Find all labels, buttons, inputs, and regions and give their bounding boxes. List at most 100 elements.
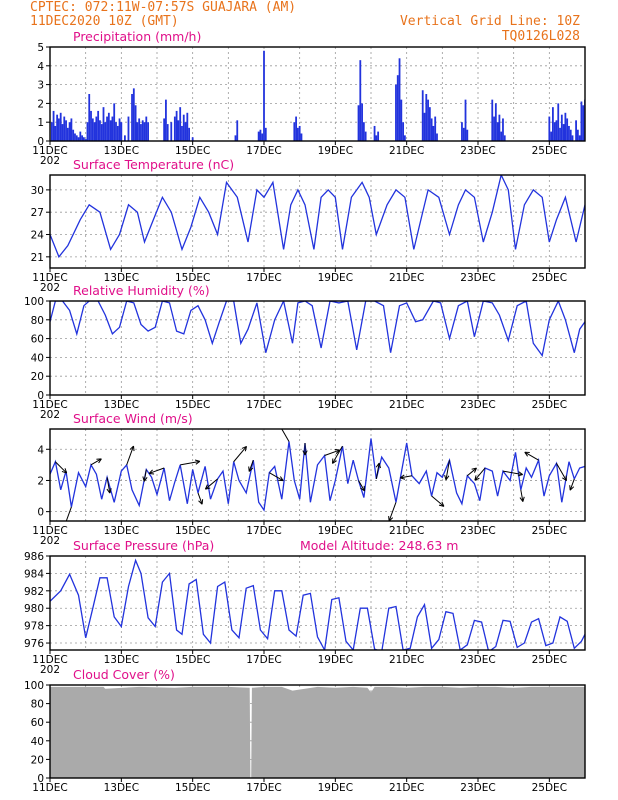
precip-bar [571, 135, 574, 141]
x-year-label: 202 [40, 409, 60, 421]
x-tick-label: 23DEC [460, 145, 495, 157]
y-tick-label: 0 [37, 390, 44, 402]
precip-bar [395, 84, 397, 141]
precip-bar [493, 116, 495, 141]
precip-bar [184, 122, 187, 141]
y-tick-label: 80 [31, 699, 44, 711]
y-tick-label: 40 [31, 736, 44, 748]
precip-bar [562, 124, 565, 141]
precip-bar [298, 125, 301, 141]
x-tick-label: 25DEC [532, 272, 567, 284]
series-wind [50, 429, 585, 521]
wind-arrow-head [517, 471, 523, 477]
precip-bar [559, 127, 561, 141]
panel-rh: 0 20 40 60 80 100 Relative Humidity (%) 11DEC 13… [24, 283, 586, 421]
precip-bar [79, 131, 82, 141]
x-tick-label: 13DEC [104, 654, 139, 666]
precip-bar [68, 122, 71, 141]
precip-bar [99, 120, 101, 141]
wind-arrow-shaft [445, 460, 450, 480]
precip-bar [494, 103, 497, 141]
y-tick-label: 24 [31, 230, 45, 242]
x-tick-label: 19DEC [318, 654, 353, 666]
y-tick-label: 980 [24, 603, 44, 615]
panel-pressure: 976 978 980 982 984 986 Surface Pressure (hPa)… [24, 538, 586, 676]
precip-bar [575, 120, 577, 141]
y-tick-label: 3 [37, 80, 44, 92]
panel-title-wind: Surface Wind (m/s) [73, 411, 193, 426]
precip-bar [74, 133, 76, 141]
precip-bar [496, 122, 499, 141]
wind-arrow-head [129, 445, 135, 452]
precip-bar [432, 125, 435, 141]
precip-bar [498, 114, 501, 141]
precip-bar [430, 118, 433, 141]
precip-bar [503, 135, 506, 141]
precip-bar [403, 135, 406, 141]
precip-bar [502, 118, 504, 141]
wind-arrow-shaft [54, 461, 68, 474]
precip-bar [131, 94, 133, 141]
x-tick-label: 13DEC [104, 782, 139, 794]
y-tick-label: 30 [31, 185, 44, 197]
x-tick-label: 23DEC [460, 782, 495, 794]
x-tick-label: 25DEC [532, 654, 567, 666]
wind-arrow-shaft [65, 506, 72, 521]
precip-bar [93, 122, 96, 141]
x-tick-label: 13DEC [104, 525, 139, 537]
wind-arrow-head [198, 499, 204, 505]
wind-arrow-shaft [556, 463, 567, 481]
precip-bar [100, 124, 103, 141]
precip-bar [163, 118, 166, 141]
precip-bar [175, 110, 178, 141]
panel-title-rh: Relative Humidity (%) [73, 283, 210, 298]
precip-bar [500, 131, 503, 141]
precip-bar [173, 116, 176, 141]
wind-arrow-head [142, 476, 148, 482]
x-tick-label: 17DEC [246, 145, 281, 157]
x-tick-label: 17DEC [246, 782, 281, 794]
wind-arrow-head [399, 474, 406, 480]
precip-bar [377, 131, 380, 141]
y-tick-label: 4 [37, 444, 44, 456]
x-tick-label: 15DEC [175, 399, 210, 411]
x-tick-label: 21DEC [389, 782, 424, 794]
x-tick-label: 21DEC [389, 525, 424, 537]
precip-bar [359, 60, 362, 141]
wind-arrow-shaft [388, 502, 397, 521]
wind-arrow-shaft [569, 478, 575, 491]
x-year-label: 202 [40, 535, 60, 547]
x-tick-label: 19DEC [318, 399, 353, 411]
wind-arrow-head [106, 488, 112, 494]
wind-arrow-head [519, 496, 525, 502]
precip-bar [428, 107, 431, 141]
precip-bar [179, 107, 182, 141]
precip-bar [548, 116, 551, 141]
wind-arrow-shaft [324, 449, 340, 456]
wind-arrow-head [474, 475, 480, 481]
wind-arrow-shaft [431, 495, 445, 507]
precip-bar [52, 110, 55, 141]
y-tick-label: 0 [37, 773, 44, 785]
wind-arrow-shaft [233, 446, 247, 463]
precip-bar [104, 122, 107, 141]
x-tick-label: 11DEC [32, 272, 67, 284]
precip-bar [165, 99, 167, 141]
precip-bar [81, 135, 83, 141]
x-tick-label: 23DEC [460, 272, 495, 284]
wind-arrow-head [438, 501, 445, 507]
x-year-label: 202 [40, 155, 60, 167]
precip-bar [295, 116, 297, 141]
y-tick-label: 4 [37, 61, 44, 73]
precip-bar [398, 58, 401, 141]
wind-arrow-shaft [148, 467, 165, 474]
x-tick-label: 17DEC [246, 399, 281, 411]
precip-bar [182, 114, 185, 141]
panel-frame [49, 428, 586, 522]
wind-arrow-shaft [400, 475, 413, 479]
precip-bar [177, 120, 180, 141]
wind-arrow-shaft [180, 460, 200, 466]
precip-bar [91, 118, 94, 141]
precip-bar [578, 135, 581, 141]
x-tick-label: 19DEC [318, 272, 353, 284]
